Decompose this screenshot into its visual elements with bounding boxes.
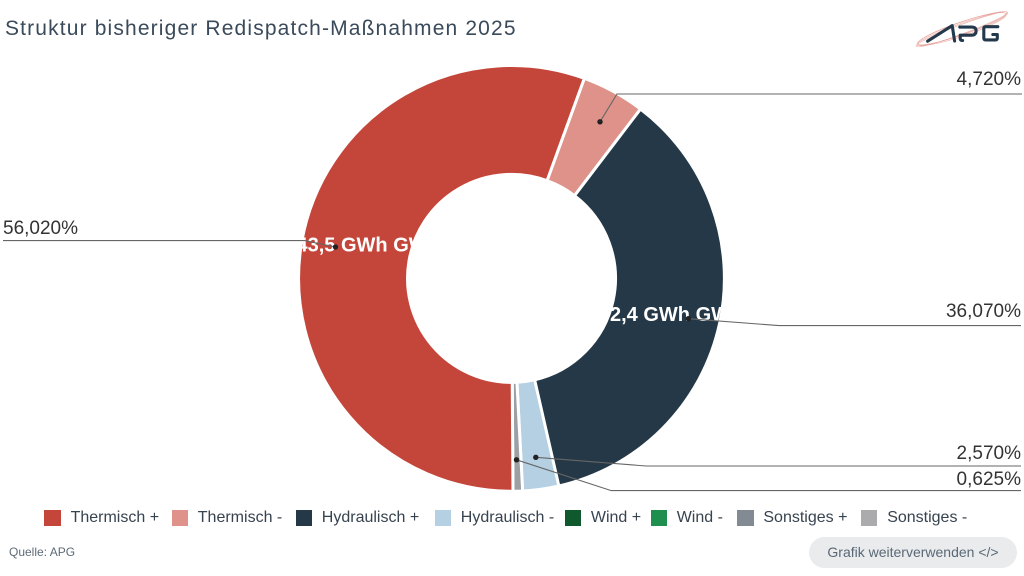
svg-text:43,5 GWh GWh: 43,5 GWh GWh — [297, 235, 440, 257]
svg-text:2,4 GWh GWh: 2,4 GWh GWh — [610, 304, 742, 326]
